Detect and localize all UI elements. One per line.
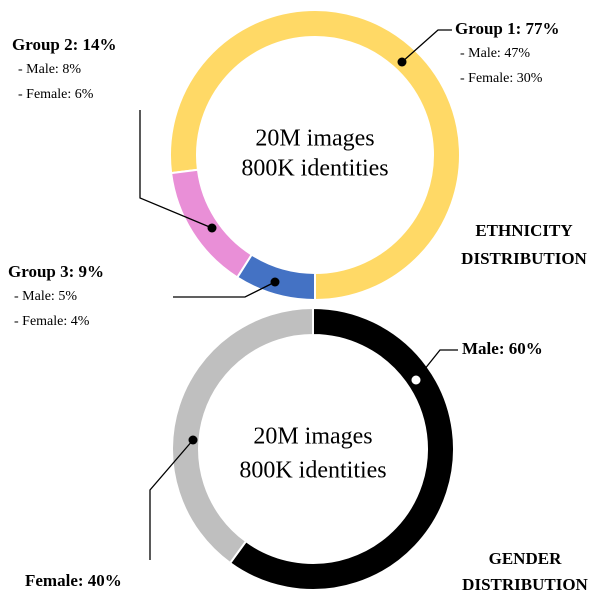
- chart-title: GENDER: [489, 549, 562, 568]
- leader-line: [139, 110, 213, 229]
- donut-segment: [169, 9, 461, 302]
- segment-detail: - Male: 8%: [18, 62, 81, 77]
- donut-segment: [228, 306, 455, 591]
- center-text: 20M images: [255, 126, 374, 152]
- segment-label: Group 1: 77%: [455, 19, 560, 38]
- segment-detail: - Female: 6%: [18, 87, 94, 102]
- leader-line: [415, 349, 458, 381]
- leader-dot: [207, 223, 217, 233]
- donut-segment: [171, 306, 314, 565]
- leader-line: [401, 29, 452, 63]
- segment-label: Group 2: 14%: [12, 35, 117, 54]
- segment-label: Male: 60%: [462, 339, 543, 358]
- donut-segment: [235, 253, 316, 302]
- center-text: 800K identities: [239, 458, 386, 484]
- segment-label: Female: 40%: [25, 571, 122, 590]
- leader-dot: [270, 277, 280, 287]
- center-text: 20M images: [253, 424, 372, 450]
- leader-line: [173, 281, 276, 298]
- segment-detail: - Female: 30%: [460, 71, 543, 86]
- chart-title: ETHNICITY: [475, 221, 572, 240]
- center-text: 800K identities: [241, 156, 388, 182]
- leader-dot: [411, 375, 421, 385]
- leader-line: [149, 439, 194, 560]
- segment-detail: - Female: 4%: [14, 314, 90, 329]
- chart-title: DISTRIBUTION: [462, 575, 588, 594]
- chart-title: DISTRIBUTION: [461, 249, 587, 268]
- leader-dot: [188, 435, 198, 445]
- segment-detail: - Male: 47%: [460, 46, 530, 61]
- leader-dot: [397, 57, 407, 67]
- segment-label: Group 3: 9%: [8, 262, 104, 281]
- segment-detail: - Male: 5%: [14, 289, 77, 304]
